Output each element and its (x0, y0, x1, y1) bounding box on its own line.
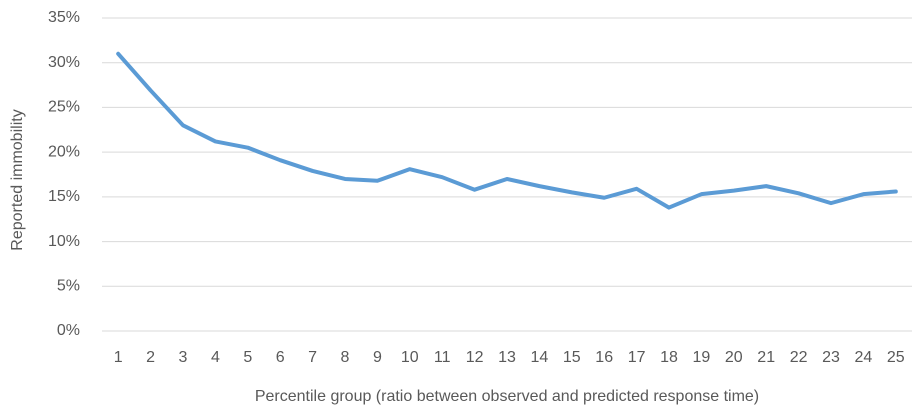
x-tick-label: 24 (855, 349, 873, 366)
y-tick-label: 25% (48, 99, 80, 116)
x-axis-label: Percentile group (ratio between observed… (255, 388, 759, 405)
x-tick-label: 17 (628, 349, 646, 366)
x-tick-label: 9 (373, 349, 382, 366)
x-tick-label: 6 (276, 349, 285, 366)
y-tick-label: 10% (48, 233, 80, 250)
x-tick-label: 10 (401, 349, 419, 366)
x-tick-label: 14 (531, 349, 549, 366)
x-tick-label: 15 (563, 349, 581, 366)
y-tick-label: 30% (48, 54, 80, 71)
y-tick-label: 0% (57, 322, 80, 339)
x-tick-label: 7 (308, 349, 317, 366)
y-tick-label: 35% (48, 9, 80, 26)
x-tick-label: 12 (466, 349, 484, 366)
x-tick-label: 22 (790, 349, 808, 366)
x-tick-label: 20 (725, 349, 743, 366)
y-tick-label: 20% (48, 143, 80, 160)
x-tick-label: 23 (822, 349, 840, 366)
data-line (116, 51, 898, 210)
x-tick-label: 19 (693, 349, 711, 366)
x-tick-label: 13 (498, 349, 516, 366)
x-tick-label: 1 (114, 349, 123, 366)
y-tick-label: 5% (57, 278, 80, 295)
x-tick-label: 25 (887, 349, 905, 366)
x-tick-label: 18 (660, 349, 678, 366)
x-tick-label: 2 (146, 349, 155, 366)
x-tick-label: 16 (595, 349, 613, 366)
y-axis-label: Reported immobility (9, 109, 26, 250)
y-tick-label: 15% (48, 188, 80, 205)
x-tick-label: 3 (179, 349, 188, 366)
x-tick-label: 4 (211, 349, 220, 366)
x-tick-label: 5 (243, 349, 252, 366)
x-tick-label: 11 (434, 349, 451, 366)
x-tick-label: 21 (757, 349, 775, 366)
x-tick-label: 8 (341, 349, 350, 366)
